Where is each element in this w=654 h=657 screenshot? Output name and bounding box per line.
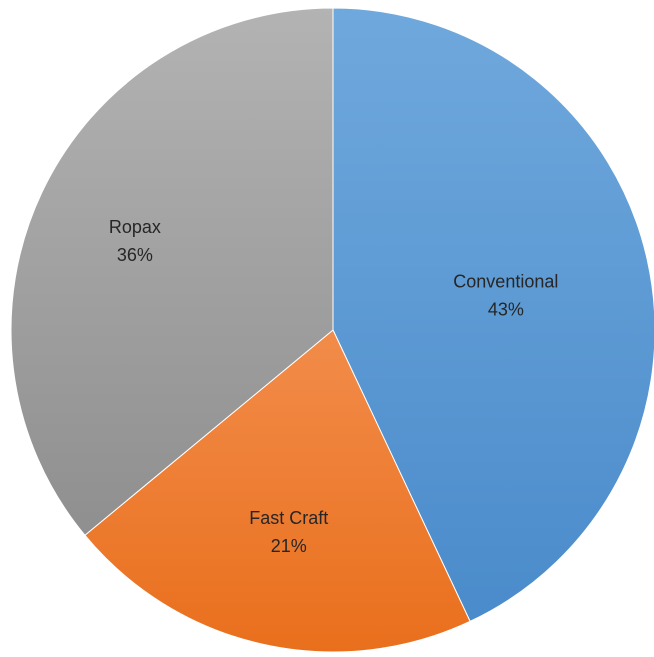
slice-label-fast-craft: Fast Craft <box>249 508 328 528</box>
pie-slices <box>10 7 654 653</box>
pie-slice-ropax <box>10 7 334 536</box>
slice-value-ropax: 36% <box>117 245 153 265</box>
slice-label-ropax: Ropax <box>109 217 161 237</box>
pie-labels: Conventional 43% Fast Craft 21% Ropax 36% <box>109 217 559 556</box>
slice-value-conventional: 43% <box>488 299 524 319</box>
pie-slice-fast-craft <box>84 329 471 653</box>
slice-value-fast-craft: 21% <box>271 536 307 556</box>
pie-slice-conventional <box>332 7 654 623</box>
slice-label-conventional: Conventional <box>453 271 558 291</box>
